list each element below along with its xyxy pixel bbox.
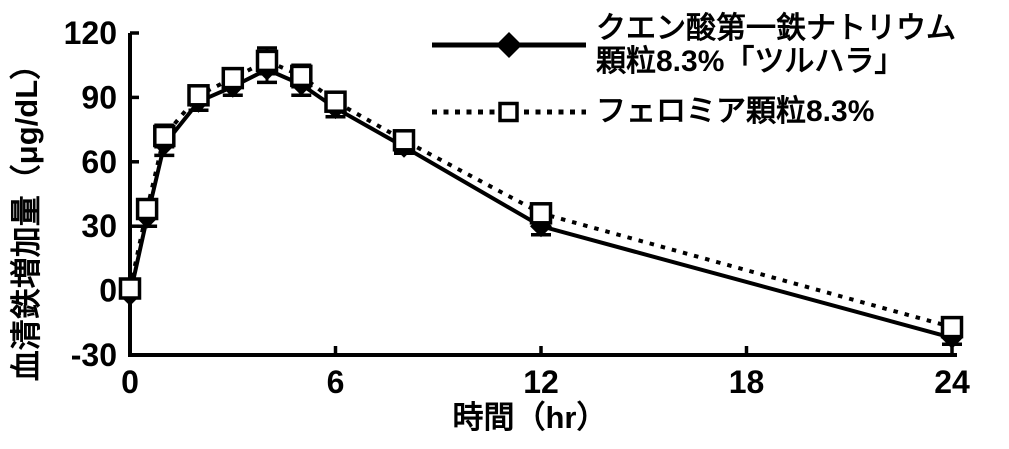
legend-label-line: クエン酸第一鉄ナトリウム bbox=[596, 12, 956, 45]
marker-square bbox=[392, 129, 416, 152]
x-axis-title: 時間（hr） bbox=[452, 400, 608, 435]
series-line-1 bbox=[128, 58, 953, 330]
legend-label-line: フェロミア顆粒8.3% bbox=[596, 95, 875, 128]
x-tick-label: 6 bbox=[327, 364, 345, 400]
y-tick-label: -30 bbox=[71, 337, 117, 373]
dotted-line-square-marker-icon bbox=[432, 101, 586, 122]
legend-entry-tsuruhara: クエン酸第一鉄ナトリウム 顆粒8.3%「ツルハラ」 bbox=[430, 12, 956, 78]
x-tick-label: 24 bbox=[934, 364, 970, 400]
y-tick-label: 60 bbox=[81, 144, 117, 180]
y-tick-label: 0 bbox=[99, 273, 117, 309]
marker-square bbox=[324, 90, 347, 113]
y-tick-label: 120 bbox=[64, 15, 117, 51]
y-axis-title: 血清鉄増加量（μg/dL） bbox=[9, 48, 44, 382]
legend: クエン酸第一鉄ナトリウム 顆粒8.3%「ツルハラ」 フェロミア顆粒8.3% bbox=[430, 12, 956, 128]
marker-square bbox=[940, 315, 964, 339]
marker-square bbox=[221, 66, 245, 90]
legend-label-feromia: フェロミア顆粒8.3% bbox=[596, 95, 874, 128]
marker-square bbox=[153, 124, 176, 148]
x-tick-label: 0 bbox=[121, 364, 139, 400]
marker-square bbox=[290, 64, 313, 88]
marker-square bbox=[187, 84, 210, 107]
x-tick-label: 18 bbox=[729, 364, 765, 400]
x-tick-label: 12 bbox=[523, 364, 559, 400]
marker-square bbox=[135, 197, 159, 221]
marker-square bbox=[118, 277, 142, 300]
legend-entry-feromia: フェロミア顆粒8.3% bbox=[430, 95, 956, 128]
legend-label-line: 顆粒8.3%「ツルハラ」 bbox=[596, 45, 905, 78]
y-tick-label: 90 bbox=[81, 79, 117, 115]
marker-square bbox=[255, 49, 279, 73]
solid-line-diamond-marker-icon bbox=[432, 32, 586, 58]
legend-label-tsuruhara: クエン酸第一鉄ナトリウム 顆粒8.3%「ツルハラ」 bbox=[596, 12, 956, 78]
marker-square bbox=[529, 202, 553, 225]
y-tick-label: 30 bbox=[81, 208, 117, 244]
